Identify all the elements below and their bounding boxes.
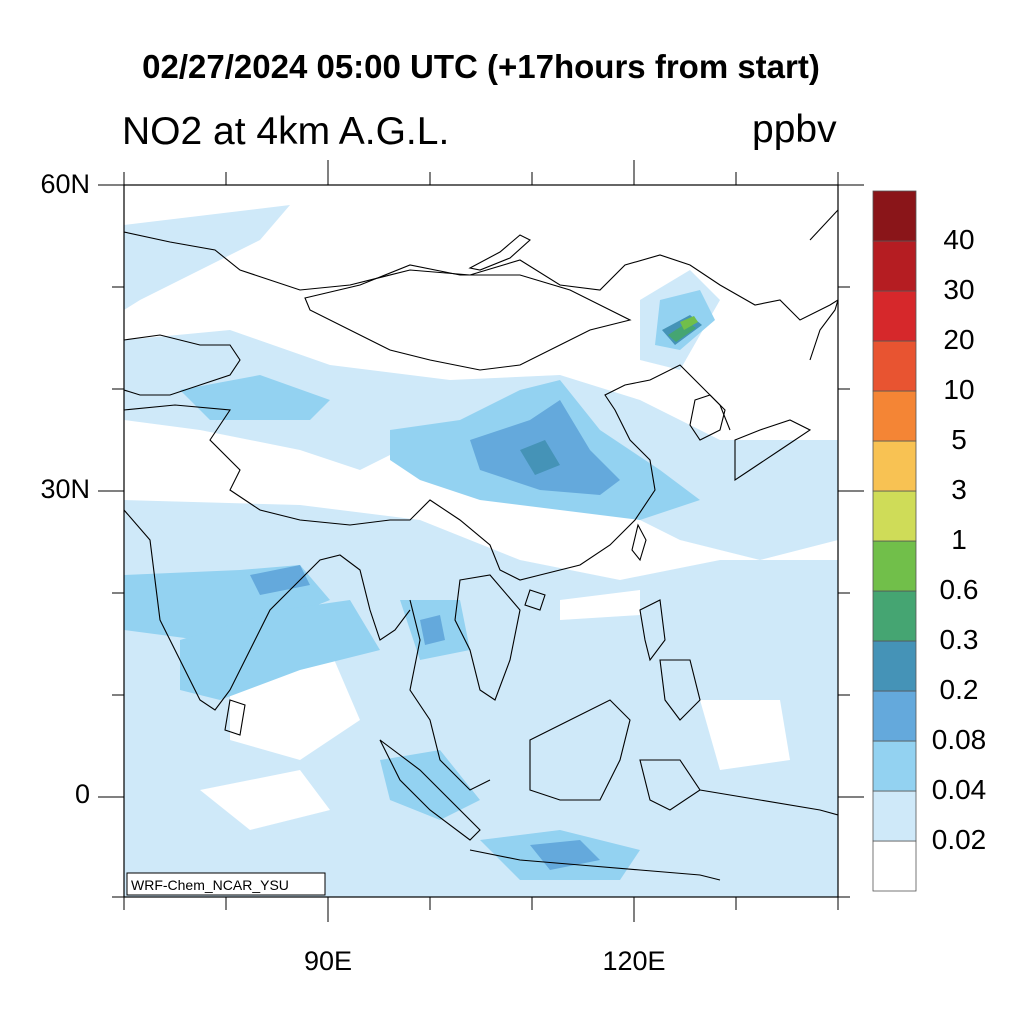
colorbar-swatch — [872, 340, 917, 392]
colorbar-label: 30 — [943, 274, 975, 305]
colorbar-swatch — [872, 590, 917, 642]
lat-label: 60N — [40, 169, 90, 199]
colorbar-swatch — [872, 440, 917, 492]
axis-ticks — [98, 160, 864, 922]
credit-box — [126, 872, 326, 896]
field-band-0.6 — [680, 316, 698, 330]
colorbar-label: 40 — [943, 224, 975, 255]
colorbar-swatch — [872, 540, 917, 592]
colorbar-swatch — [872, 190, 917, 242]
colorbar-label: 1 — [951, 524, 967, 555]
colorbar-swatch — [872, 640, 917, 692]
colorbar-label: 0.04 — [931, 774, 987, 805]
map-frame — [123, 184, 839, 898]
colorbar-swatch — [872, 290, 917, 342]
colorbar-label: 20 — [943, 324, 975, 355]
coastlines — [124, 209, 838, 881]
colorbar — [872, 190, 917, 892]
colorbar-swatch — [872, 740, 917, 792]
plot-title: 02/27/2024 05:00 UTC (+17hours from star… — [142, 48, 820, 85]
colorbar-swatch — [872, 840, 917, 892]
units-label: ppbv — [752, 108, 837, 151]
lon-label: 90E — [303, 946, 353, 976]
colorbar-swatch — [872, 690, 917, 742]
colorbar-label: 0.3 — [939, 624, 979, 655]
colorbar-swatch — [872, 490, 917, 542]
colorbar-label: 0.02 — [931, 824, 987, 855]
lon-label: 120E — [602, 946, 666, 976]
colorbar-label: 5 — [951, 424, 967, 455]
colorbar-label: 3 — [951, 474, 967, 505]
variable-label: NO2 at 4km A.G.L. — [122, 110, 450, 153]
colorbar-label: 0.6 — [939, 574, 979, 605]
lat-label: 0 — [74, 779, 90, 810]
colorbar-label: 0.2 — [939, 674, 979, 705]
credit-text: WRF-Chem_NCAR_YSU — [131, 877, 289, 893]
colorbar-label: 10 — [943, 374, 975, 405]
lat-label: 30N — [40, 474, 90, 505]
colorbar-swatch — [872, 390, 917, 442]
colorbar-swatch — [872, 790, 917, 842]
colorbar-swatch — [872, 240, 917, 292]
no2-field — [124, 205, 838, 897]
colorbar-label: 0.08 — [931, 724, 987, 755]
